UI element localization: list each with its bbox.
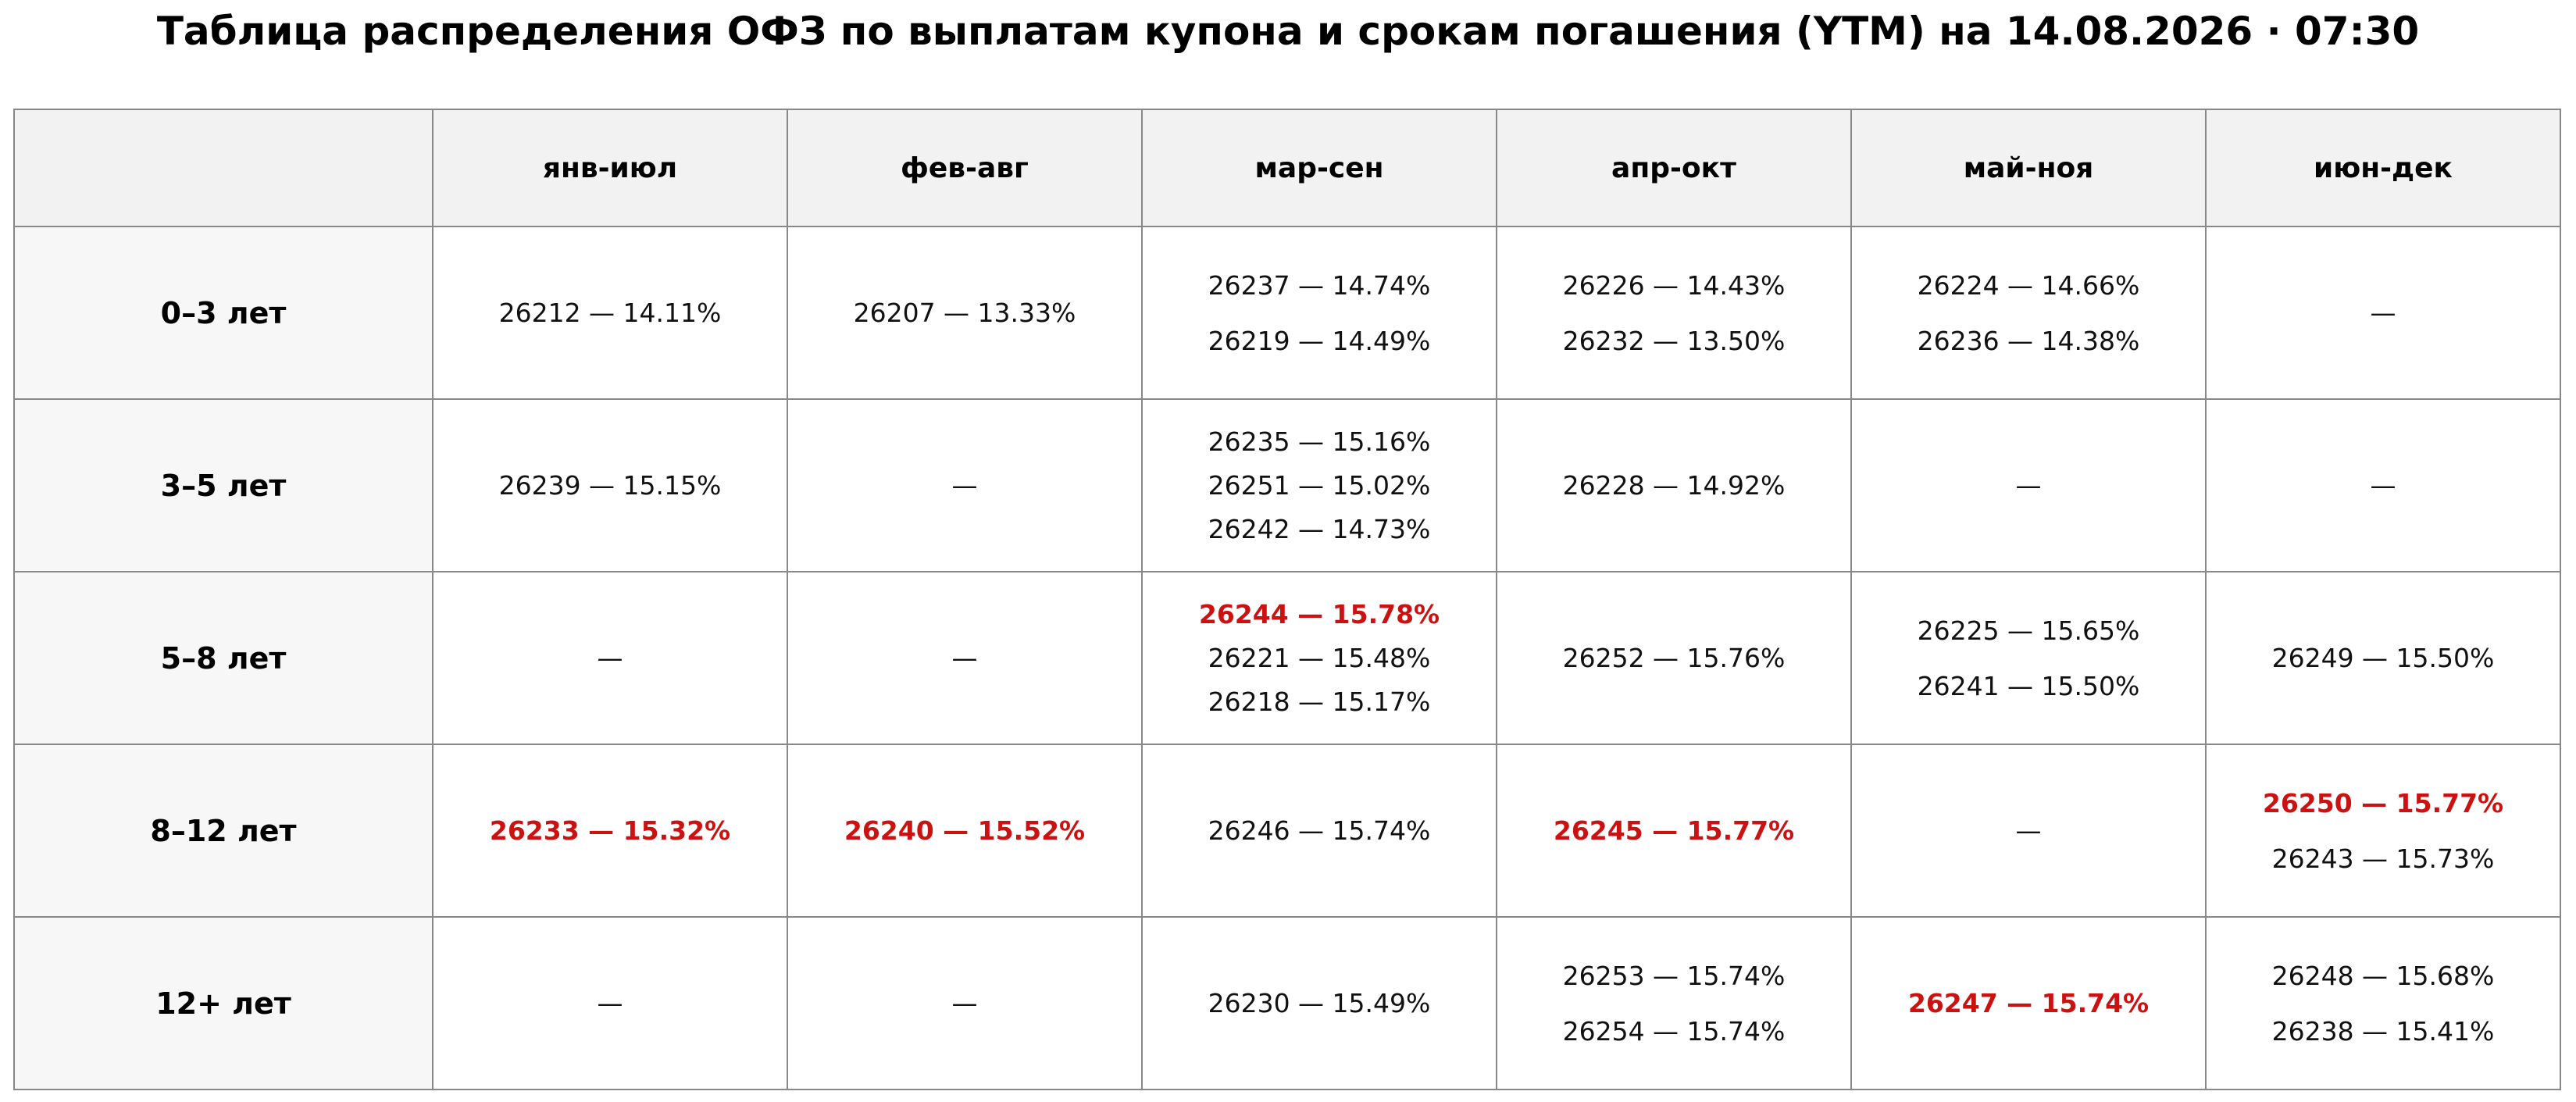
table-cell: 26247 — 15.74% bbox=[1850, 916, 2207, 1090]
entry: 26238 — 15.41% bbox=[2271, 1015, 2495, 1047]
entry: 26241 — 15.50% bbox=[1917, 670, 2140, 701]
row-label: 12+ лет bbox=[13, 916, 433, 1090]
table: янв-июл фев-авг мар-сен апр-окт май-ноя июн-д… bbox=[13, 109, 2561, 1090]
table-cell: 26230 — 15.49% bbox=[1141, 916, 1497, 1090]
highlighted-entry: 26245 — 15.77% bbox=[1553, 815, 1795, 846]
table-row: 12+ лет — —26230 — 15.49% 26253 — 15.74% 262… bbox=[13, 916, 2561, 1090]
highlighted-entry: 26244 — 15.78% bbox=[1198, 598, 1440, 629]
table-row: 3–5 лет 26239 — 15.15% — 26235 — 15.16% 2625… bbox=[13, 398, 2561, 572]
entry: — bbox=[951, 987, 978, 1018]
table-cell: — bbox=[787, 571, 1143, 745]
table-cell: 26225 — 15.65% 26241 — 15.50% bbox=[1850, 571, 2207, 745]
table-cell: 26226 — 14.43% 26232 — 13.50% bbox=[1496, 226, 1852, 400]
highlighted-entry: 26240 — 15.52% bbox=[844, 815, 1086, 846]
entry: — bbox=[2015, 469, 2042, 501]
entry: — bbox=[951, 642, 978, 673]
highlighted-entry: 26250 — 15.77% bbox=[2262, 787, 2504, 818]
entry: 26253 — 15.74% bbox=[1562, 960, 1786, 991]
entry: 26252 — 15.76% bbox=[1562, 642, 1786, 673]
entry: 26254 — 15.74% bbox=[1562, 1015, 1786, 1047]
table-cell: 26224 — 14.66% 26236 — 14.38% bbox=[1850, 226, 2207, 400]
row-label: 0–3 лет bbox=[13, 226, 433, 400]
entry: — bbox=[2015, 815, 2042, 846]
table-cell: — bbox=[787, 398, 1143, 572]
entry: 26248 — 15.68% bbox=[2271, 960, 2495, 991]
table-cell: 26249 — 15.50% bbox=[2205, 571, 2561, 745]
entry: 26212 — 14.11% bbox=[498, 297, 722, 328]
table-cell: 26228 — 14.92% bbox=[1496, 398, 1852, 572]
corner-cell bbox=[13, 109, 433, 227]
table-cell: 26248 — 15.68% 26238 — 15.41% bbox=[2205, 916, 2561, 1090]
entry: — bbox=[2370, 469, 2396, 501]
entry: 26236 — 14.38% bbox=[1917, 325, 2140, 356]
title: Таблица распределения ОФЗ по выплатам ку… bbox=[156, 9, 2420, 54]
table-cell: 26207 — 13.33% bbox=[787, 226, 1143, 400]
entry: 26239 — 15.15% bbox=[498, 469, 722, 501]
table-cell: — bbox=[432, 571, 788, 745]
entry: — bbox=[951, 469, 978, 501]
table-cell: — bbox=[1850, 398, 2207, 572]
table-cell: — bbox=[787, 916, 1143, 1090]
table-cell: 26237 — 14.74% 26219 — 14.49% bbox=[1141, 226, 1497, 400]
table-cell: 26253 — 15.74% 26254 — 15.74% bbox=[1496, 916, 1852, 1090]
highlighted-entry: 26233 — 15.32% bbox=[489, 815, 731, 846]
table-body: 0–3 лет 26212 — 14.11% 26207 — 13.33% 26237… bbox=[13, 226, 2561, 1090]
table-cell: 26240 — 15.52% bbox=[787, 744, 1143, 918]
entry: 26230 — 15.49% bbox=[1208, 987, 1431, 1018]
table-cell: 26239 — 15.15% bbox=[432, 398, 788, 572]
row-label: 8–12 лет bbox=[13, 744, 433, 918]
table-cell: 26246 — 15.74% bbox=[1141, 744, 1497, 918]
row-label: 3–5 лет bbox=[13, 398, 433, 572]
entry: 26237 — 14.74% bbox=[1208, 269, 1431, 301]
entry: 26207 — 13.33% bbox=[853, 297, 1076, 328]
entry: 26221 — 15.48% bbox=[1208, 642, 1431, 673]
entry: 26246 — 15.74% bbox=[1208, 815, 1431, 846]
entry: 26218 — 15.17% bbox=[1208, 686, 1431, 717]
column-header: янв-июл bbox=[432, 109, 788, 227]
table-cell: — bbox=[432, 916, 788, 1090]
column-header: май-ноя bbox=[1850, 109, 2207, 227]
entry: — bbox=[597, 987, 623, 1018]
column-header: июн-дек bbox=[2205, 109, 2561, 227]
table-cell: — bbox=[2205, 226, 2561, 400]
column-header: фев-авг bbox=[787, 109, 1143, 227]
entry: 26249 — 15.50% bbox=[2271, 642, 2495, 673]
table-row: 8–12 лет 26233 — 15.32% 26240 — 15.52% 2624… bbox=[13, 744, 2561, 918]
entry: 26251 — 15.02% bbox=[1208, 469, 1431, 501]
column-header: мар-сен bbox=[1141, 109, 1497, 227]
entry: 26225 — 15.65% bbox=[1917, 615, 2140, 646]
entry: 26242 — 14.73% bbox=[1208, 513, 1431, 544]
header-row: янв-июл фев-авг мар-сен апр-окт май-ноя июн-д… bbox=[13, 109, 2561, 227]
table-cell: 26244 — 15.78% 26221 — 15.48% 26218 — 15.1… bbox=[1141, 571, 1497, 745]
entry: 26219 — 14.49% bbox=[1208, 325, 1431, 356]
highlighted-entry: 26247 — 15.74% bbox=[1907, 987, 2150, 1018]
table-cell: 26245 — 15.77% bbox=[1496, 744, 1852, 918]
column-header: апр-окт bbox=[1496, 109, 1852, 227]
table-cell: — bbox=[1850, 744, 2207, 918]
table-cell: 26250 — 15.77% 26243 — 15.73% bbox=[2205, 744, 2561, 918]
table-cell: 26212 — 14.11% bbox=[432, 226, 788, 400]
entry: 26235 — 15.16% bbox=[1208, 426, 1431, 457]
row-label: 5–8 лет bbox=[13, 571, 433, 745]
table-row: 0–3 лет 26212 — 14.11% 26207 — 13.33% 26237… bbox=[13, 226, 2561, 400]
table-cell: 26252 — 15.76% bbox=[1496, 571, 1852, 745]
entry: 26243 — 15.73% bbox=[2271, 843, 2495, 874]
entry: — bbox=[597, 642, 623, 673]
entry: — bbox=[2370, 297, 2396, 328]
table-row: 5–8 лет — —26244 — 15.78% 26221 — 15.48% 262… bbox=[13, 571, 2561, 745]
table-cell: 26233 — 15.32% bbox=[432, 744, 788, 918]
table-cell: 26235 — 15.16% 26251 — 15.02% 26242 — 14.7… bbox=[1141, 398, 1497, 572]
entry: 26226 — 14.43% bbox=[1562, 269, 1786, 301]
entry: 26224 — 14.66% bbox=[1917, 269, 2140, 301]
entry: 26228 — 14.92% bbox=[1562, 469, 1786, 501]
entry: 26232 — 13.50% bbox=[1562, 325, 1786, 356]
table-cell: — bbox=[2205, 398, 2561, 572]
